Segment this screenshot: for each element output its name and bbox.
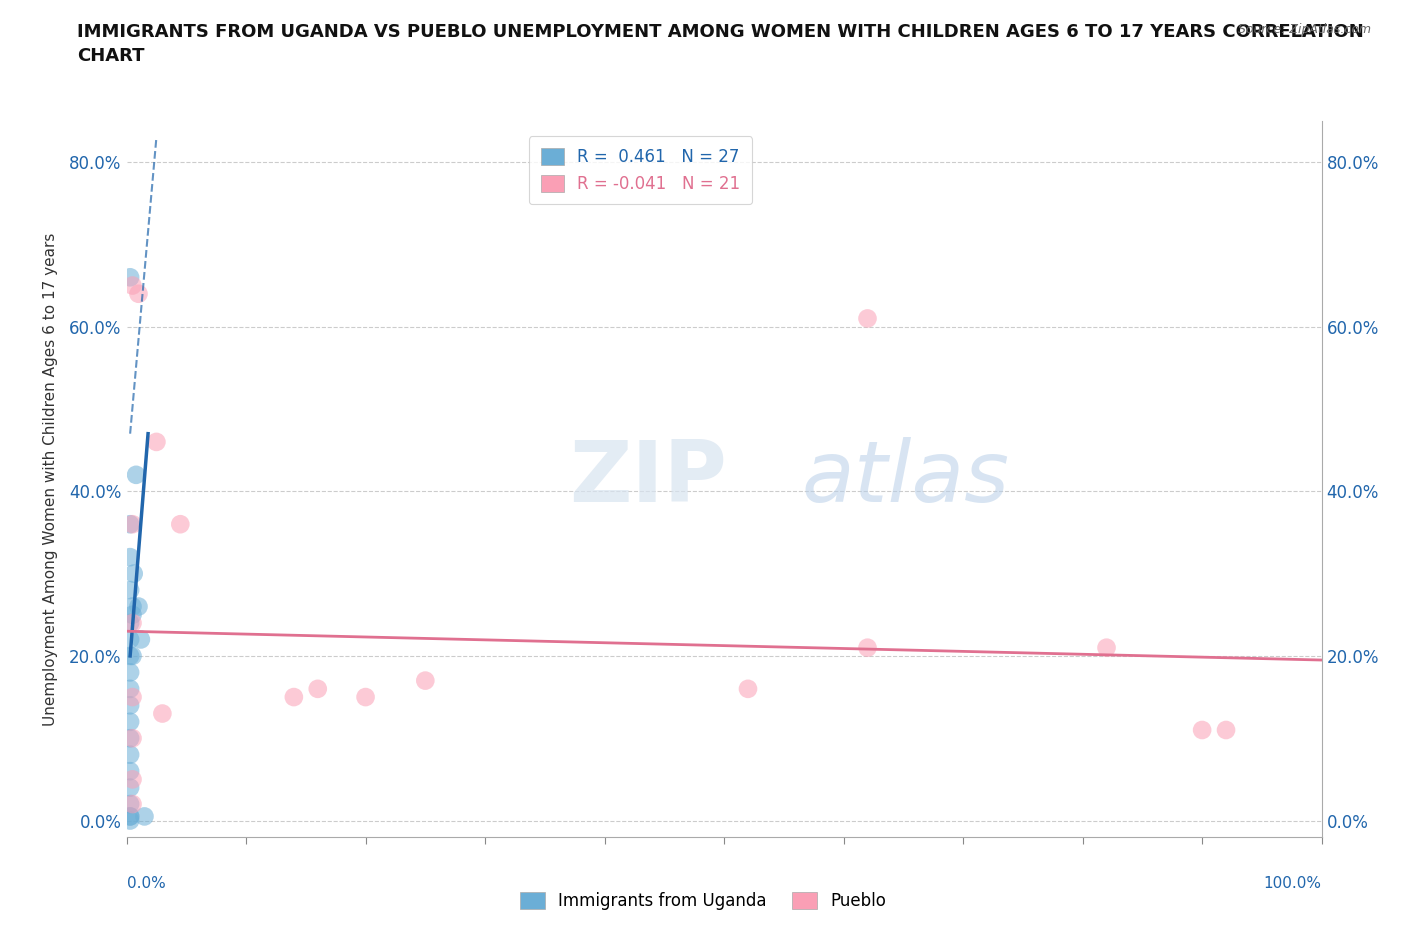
Text: ZIP: ZIP	[568, 437, 727, 521]
Point	[1215, 723, 1237, 737]
Point	[134, 809, 156, 824]
Point	[856, 311, 879, 325]
Point	[307, 682, 329, 697]
Point	[121, 616, 143, 631]
Point	[120, 616, 142, 631]
Point	[120, 813, 142, 828]
Point	[120, 517, 142, 532]
Point	[120, 714, 142, 729]
Point	[125, 468, 148, 483]
Point	[120, 648, 142, 663]
Point	[121, 607, 143, 622]
Point	[120, 270, 142, 285]
Point	[120, 780, 142, 795]
Point	[120, 698, 142, 712]
Point	[121, 772, 143, 787]
Point	[120, 747, 142, 762]
Point	[413, 673, 436, 688]
Point	[145, 434, 167, 449]
Point	[120, 582, 142, 597]
Legend: Immigrants from Uganda, Pueblo: Immigrants from Uganda, Pueblo	[513, 885, 893, 917]
Point	[856, 640, 879, 655]
Point	[121, 278, 143, 293]
Point	[120, 731, 142, 746]
Y-axis label: Unemployment Among Women with Children Ages 6 to 17 years: Unemployment Among Women with Children A…	[44, 232, 58, 725]
Point	[120, 665, 142, 680]
Point	[283, 690, 305, 705]
Text: 100.0%: 100.0%	[1264, 876, 1322, 891]
Point	[127, 286, 149, 301]
Point	[122, 566, 145, 581]
Point	[121, 517, 143, 532]
Text: Source: ZipAtlas.com: Source: ZipAtlas.com	[1237, 23, 1371, 36]
Point	[121, 797, 143, 812]
Point	[120, 764, 142, 778]
Point	[120, 797, 142, 812]
Point	[127, 599, 149, 614]
Point	[120, 682, 142, 697]
Point	[120, 550, 142, 565]
Point	[120, 632, 142, 647]
Point	[169, 517, 191, 532]
Point	[129, 632, 152, 647]
Point	[121, 731, 143, 746]
Point	[354, 690, 377, 705]
Point	[737, 682, 759, 697]
Point	[1095, 640, 1118, 655]
Text: IMMIGRANTS FROM UGANDA VS PUEBLO UNEMPLOYMENT AMONG WOMEN WITH CHILDREN AGES 6 T: IMMIGRANTS FROM UGANDA VS PUEBLO UNEMPLO…	[77, 23, 1364, 65]
Point	[150, 706, 174, 721]
Legend: R =  0.461   N = 27, R = -0.041   N = 21: R = 0.461 N = 27, R = -0.041 N = 21	[529, 137, 752, 205]
Point	[120, 809, 142, 824]
Point	[120, 809, 142, 824]
Text: 0.0%: 0.0%	[127, 876, 166, 891]
Text: atlas: atlas	[801, 437, 1010, 521]
Point	[121, 648, 143, 663]
Point	[1191, 723, 1213, 737]
Point	[121, 690, 143, 705]
Point	[121, 599, 143, 614]
